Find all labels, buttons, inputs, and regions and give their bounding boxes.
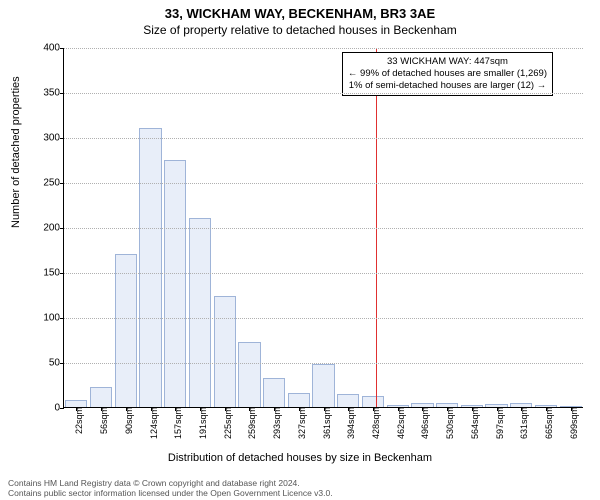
gridline [64,273,583,274]
xtick-label: 428sqm [369,407,381,439]
annotation-line3: 1% of semi-detached houses are larger (1… [348,80,547,92]
bar [90,387,112,407]
xtick-label: 157sqm [171,407,183,439]
xtick-label: 56sqm [97,407,109,434]
xtick-label: 361sqm [320,407,332,439]
ytick-label: 350 [43,88,64,99]
xtick-label: 699sqm [567,407,579,439]
gridline [64,138,583,139]
bar [362,396,384,407]
gridline [64,93,583,94]
chart-container: 33, WICKHAM WAY, BECKENHAM, BR3 3AE Size… [0,0,600,500]
xtick-label: 631sqm [517,407,529,439]
ytick-label: 0 [54,403,64,414]
xtick-label: 394sqm [344,407,356,439]
bar [115,254,137,407]
xtick-label: 665sqm [542,407,554,439]
bar [189,218,211,407]
ytick-label: 400 [43,43,64,54]
xtick-label: 597sqm [493,407,505,439]
xtick-label: 90sqm [122,407,134,434]
attribution: Contains HM Land Registry data © Crown c… [8,478,333,498]
bar [65,400,87,407]
xtick-label: 564sqm [468,407,480,439]
attribution-line1: Contains HM Land Registry data © Crown c… [8,478,333,488]
annotation-line2: ← 99% of detached houses are smaller (1,… [348,68,547,80]
plot-area: 22sqm56sqm90sqm124sqm157sqm191sqm225sqm2… [63,48,583,408]
gridline [64,48,583,49]
bar [263,378,285,407]
xtick-label: 225sqm [221,407,233,439]
gridline [64,183,583,184]
bar [312,364,334,407]
xtick-label: 259sqm [245,407,257,439]
xtick-label: 22sqm [72,407,84,434]
annotation-box: 33 WICKHAM WAY: 447sqm ← 99% of detached… [342,52,553,96]
ytick-label: 250 [43,178,64,189]
bar [288,393,310,407]
x-axis-title: Distribution of detached houses by size … [0,452,600,464]
ytick-label: 200 [43,223,64,234]
ytick-label: 300 [43,133,64,144]
bar [164,160,186,408]
ytick-label: 150 [43,268,64,279]
bar [238,342,260,407]
gridline [64,228,583,229]
bar [337,394,359,407]
ytick-label: 50 [49,358,64,369]
xtick-label: 124sqm [147,407,159,439]
bar [139,128,161,407]
xtick-label: 530sqm [443,407,455,439]
attribution-line2: Contains public sector information licen… [8,488,333,498]
xtick-label: 462sqm [394,407,406,439]
xtick-label: 293sqm [270,407,282,439]
super-title: 33, WICKHAM WAY, BECKENHAM, BR3 3AE [0,0,600,21]
xtick-label: 496sqm [418,407,430,439]
annotation-line1: 33 WICKHAM WAY: 447sqm [348,56,547,68]
bar [214,296,236,407]
xtick-label: 327sqm [295,407,307,439]
sub-title: Size of property relative to detached ho… [0,21,600,37]
ytick-label: 100 [43,313,64,324]
gridline [64,363,583,364]
y-axis-title: Number of detached properties [10,76,22,228]
xtick-label: 191sqm [196,407,208,439]
gridline [64,318,583,319]
